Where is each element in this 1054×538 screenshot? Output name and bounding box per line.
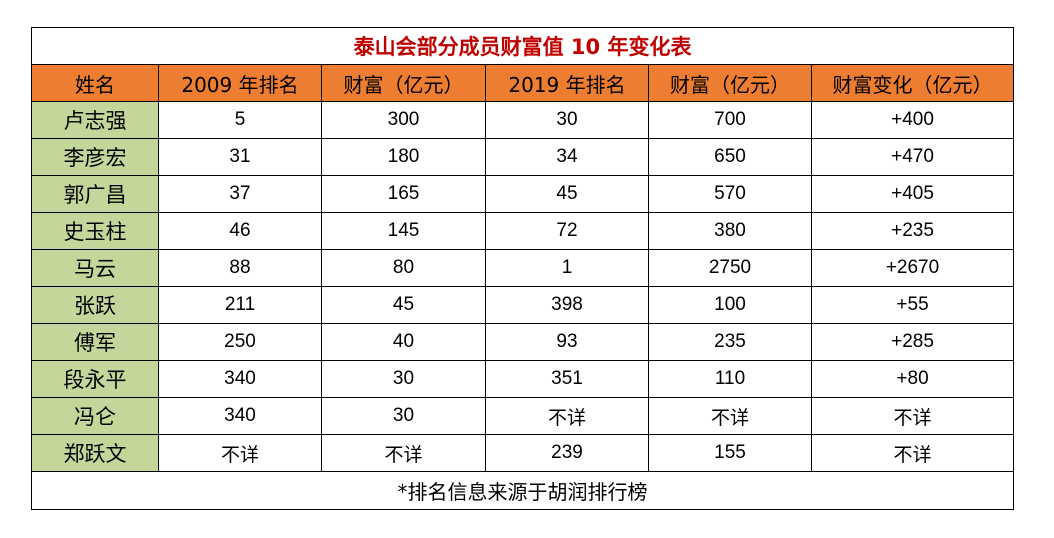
wealth-2009: 180 xyxy=(321,138,486,176)
title-row: 泰山会部分成员财富值 10 年变化表 xyxy=(30,27,1015,65)
wealth-2019: 100 xyxy=(648,286,812,324)
person-name: 马云 xyxy=(31,249,159,287)
person-name: 郭广昌 xyxy=(31,175,159,213)
rank-2009: 不详 xyxy=(158,434,322,472)
rank-2009: 31 xyxy=(158,138,322,176)
rank-2019: 30 xyxy=(485,101,649,139)
table-row: 张跃 211 45 398 100 +55 xyxy=(31,286,1015,324)
person-name: 段永平 xyxy=(31,360,159,398)
rank-2009: 211 xyxy=(158,286,322,324)
person-name: 傅军 xyxy=(31,323,159,361)
wealth-2009: 30 xyxy=(321,360,486,398)
person-name: 冯仑 xyxy=(31,397,159,435)
wealth-change: +2670 xyxy=(810,249,1015,287)
rank-2019: 72 xyxy=(485,212,649,250)
person-name: 李彦宏 xyxy=(31,138,159,176)
header-row: 姓名 2009 年排名 财富（亿元） 2019 年排名 财富（亿元） 财富变化（… xyxy=(31,64,1015,102)
rank-2009: 5 xyxy=(158,101,322,139)
table-row: 郑跃文 不详 不详 239 155 不详 xyxy=(31,434,1015,472)
wealth-2019: 570 xyxy=(648,175,812,213)
wealth-change: +405 xyxy=(810,175,1015,213)
wealth-change: +235 xyxy=(810,212,1015,250)
table-row: 马云 88 80 1 2750 +2670 xyxy=(31,249,1015,287)
header-name: 姓名 xyxy=(31,64,159,102)
header-wealth-2019: 财富（亿元） xyxy=(648,64,812,102)
table-title: 泰山会部分成员财富值 10 年变化表 xyxy=(30,27,1015,65)
header-rank-2019: 2019 年排名 xyxy=(485,64,649,102)
wealth-2019: 2750 xyxy=(648,249,812,287)
table-row: 史玉柱 46 145 72 380 +235 xyxy=(31,212,1015,250)
table-row: 郭广昌 37 165 45 570 +405 xyxy=(31,175,1015,213)
rank-2019: 93 xyxy=(485,323,649,361)
rank-2009: 340 xyxy=(158,360,322,398)
wealth-2009: 165 xyxy=(321,175,486,213)
header-wealth-change: 财富变化（亿元） xyxy=(810,64,1015,102)
wealth-change-table: 泰山会部分成员财富值 10 年变化表 姓名 2009 年排名 财富（亿元） 20… xyxy=(30,27,1015,510)
rank-2019: 不详 xyxy=(485,397,649,435)
wealth-2009: 不详 xyxy=(321,434,486,472)
wealth-change: +55 xyxy=(810,286,1015,324)
wealth-2019: 235 xyxy=(648,323,812,361)
person-name: 郑跃文 xyxy=(31,434,159,472)
wealth-change: 不详 xyxy=(810,434,1015,472)
wealth-2019: 110 xyxy=(648,360,812,398)
wealth-2009: 30 xyxy=(321,397,486,435)
wealth-2009: 45 xyxy=(321,286,486,324)
table-row: 卢志强 5 300 30 700 +400 xyxy=(31,101,1015,139)
wealth-change: 不详 xyxy=(810,397,1015,435)
rank-2009: 340 xyxy=(158,397,322,435)
table-row: 段永平 340 30 351 110 +80 xyxy=(31,360,1015,398)
source-footnote: *排名信息来源于胡润排行榜 xyxy=(30,471,1015,510)
rank-2009: 46 xyxy=(158,212,322,250)
wealth-table-container: 泰山会部分成员财富值 10 年变化表 姓名 2009 年排名 财富（亿元） 20… xyxy=(30,27,1015,510)
wealth-2019: 不详 xyxy=(648,397,812,435)
person-name: 张跃 xyxy=(31,286,159,324)
rank-2019: 398 xyxy=(485,286,649,324)
wealth-2009: 300 xyxy=(321,101,486,139)
table-row: 李彦宏 31 180 34 650 +470 xyxy=(31,138,1015,176)
wealth-2019: 700 xyxy=(648,101,812,139)
person-name: 卢志强 xyxy=(31,101,159,139)
rank-2019: 351 xyxy=(485,360,649,398)
rank-2019: 45 xyxy=(485,175,649,213)
wealth-2009: 80 xyxy=(321,249,486,287)
table-row: 冯仑 340 30 不详 不详 不详 xyxy=(31,397,1015,435)
wealth-change: +80 xyxy=(810,360,1015,398)
table-row: 傅军 250 40 93 235 +285 xyxy=(31,323,1015,361)
rank-2009: 37 xyxy=(158,175,322,213)
header-wealth-2009: 财富（亿元） xyxy=(321,64,486,102)
rank-2019: 1 xyxy=(485,249,649,287)
wealth-2009: 145 xyxy=(321,212,486,250)
rank-2019: 34 xyxy=(485,138,649,176)
wealth-change: +400 xyxy=(810,101,1015,139)
wealth-2009: 40 xyxy=(321,323,486,361)
rank-2009: 250 xyxy=(158,323,322,361)
wealth-change: +285 xyxy=(810,323,1015,361)
person-name: 史玉柱 xyxy=(31,212,159,250)
footnote-row: *排名信息来源于胡润排行榜 xyxy=(30,471,1015,510)
wealth-2019: 380 xyxy=(648,212,812,250)
wealth-2019: 650 xyxy=(648,138,812,176)
rank-2009: 88 xyxy=(158,249,322,287)
rank-2019: 239 xyxy=(485,434,649,472)
header-rank-2009: 2009 年排名 xyxy=(158,64,322,102)
wealth-change: +470 xyxy=(810,138,1015,176)
wealth-2019: 155 xyxy=(648,434,812,472)
